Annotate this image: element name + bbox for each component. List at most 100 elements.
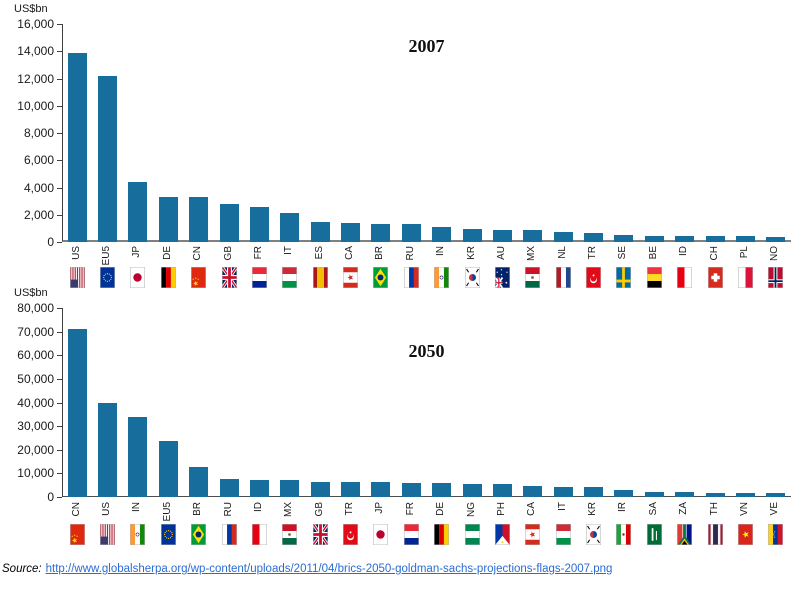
flag-ca-icon bbox=[525, 524, 541, 545]
x-tick-label-DE: DE bbox=[161, 246, 173, 260]
flag-no-icon bbox=[768, 267, 784, 288]
x-tick-label-IR: IR bbox=[617, 502, 629, 512]
y-tick-label: 20,000 bbox=[17, 442, 54, 457]
y-tick-mark bbox=[57, 402, 62, 404]
x-tick-label-ES: ES bbox=[313, 246, 325, 260]
x-tick-label-PL: PL bbox=[738, 246, 750, 259]
flag-pl-icon bbox=[737, 267, 753, 288]
flag-ch-icon bbox=[707, 267, 723, 288]
bar-RU bbox=[401, 224, 421, 242]
bar-FR bbox=[401, 483, 421, 497]
flag-tr-icon bbox=[343, 524, 359, 545]
y-tick-mark bbox=[57, 242, 62, 243]
y-tick-label: 12,000 bbox=[17, 71, 54, 86]
x-tick-label-DE: DE bbox=[435, 502, 447, 516]
y-tick-label: 60,000 bbox=[17, 348, 54, 363]
flag-it-icon bbox=[555, 524, 571, 545]
y-tick-label: 16,000 bbox=[17, 17, 54, 31]
x-tick-label-TR: TR bbox=[587, 246, 599, 260]
flag-fr-icon bbox=[403, 524, 419, 545]
bar-GB bbox=[219, 204, 239, 242]
bar-US bbox=[98, 403, 118, 497]
x-tick-label-JP: JP bbox=[374, 502, 386, 514]
x-tick-label-BR: BR bbox=[192, 502, 204, 516]
bar-MX bbox=[280, 480, 300, 497]
flag-be-icon bbox=[646, 267, 662, 288]
y-tick-mark bbox=[57, 497, 62, 498]
bar-IR bbox=[614, 490, 634, 497]
y-tick-label: 10,000 bbox=[17, 466, 54, 481]
bar-RU bbox=[219, 479, 239, 497]
bar-PL bbox=[735, 236, 755, 242]
x-tick-label-IT: IT bbox=[556, 502, 568, 511]
x-tick-label-NO: NO bbox=[769, 246, 781, 261]
flag-id-icon bbox=[677, 267, 693, 288]
bar-BR bbox=[371, 224, 391, 242]
flag-br-icon bbox=[191, 524, 207, 545]
flag-ve-icon bbox=[768, 524, 784, 545]
x-tick-label-BE: BE bbox=[647, 246, 659, 260]
y-axis-unit-label: US$bn bbox=[14, 287, 48, 299]
flag-eu-icon bbox=[160, 524, 176, 545]
x-tick-label-VE: VE bbox=[769, 502, 781, 516]
bar-IT bbox=[553, 487, 573, 497]
flag-cn-icon bbox=[69, 524, 85, 545]
y-tick-label: 40,000 bbox=[17, 395, 54, 410]
chart-title: 2007 bbox=[408, 36, 445, 56]
bar-VE bbox=[766, 493, 786, 497]
flag-in-icon bbox=[130, 524, 146, 545]
flag-ph-icon bbox=[494, 524, 510, 545]
flag-id-icon bbox=[251, 524, 267, 545]
x-tick-label-CN: CN bbox=[70, 502, 82, 517]
bar-IN bbox=[128, 417, 148, 497]
bar-CA bbox=[341, 223, 361, 242]
source-label: Source: bbox=[2, 563, 42, 575]
x-tick-label-KR: KR bbox=[465, 246, 477, 260]
bar-SA bbox=[644, 492, 664, 497]
flag-de-icon bbox=[160, 267, 176, 288]
y-tick-mark bbox=[57, 473, 62, 475]
flag-us-icon bbox=[69, 267, 85, 288]
bar-NO bbox=[766, 237, 786, 242]
bar-DE bbox=[158, 197, 178, 242]
bar-ID bbox=[675, 236, 695, 242]
bar-EU5 bbox=[98, 76, 118, 242]
source-link[interactable]: http://www.globalsherpa.org/wp-content/u… bbox=[45, 563, 613, 575]
x-tick-label-TH: TH bbox=[708, 502, 720, 516]
flag-th-icon bbox=[707, 524, 723, 545]
x-tick-label-GB: GB bbox=[222, 246, 234, 261]
flag-br-icon bbox=[373, 267, 389, 288]
flag-mx-icon bbox=[282, 524, 298, 545]
x-tick-label-IT: IT bbox=[283, 246, 295, 255]
bar-TH bbox=[705, 493, 725, 497]
x-tick-label-US: US bbox=[70, 246, 82, 260]
flag-jp-icon bbox=[130, 267, 146, 288]
x-tick-label-ID: ID bbox=[252, 502, 264, 512]
y-tick-mark bbox=[57, 331, 62, 333]
bar-AU bbox=[492, 230, 512, 242]
bar-VN bbox=[735, 493, 755, 497]
x-tick-label-NG: NG bbox=[465, 502, 477, 517]
y-tick-mark bbox=[57, 355, 62, 357]
y-tick-mark bbox=[57, 308, 62, 309]
x-tick-label-ID: ID bbox=[678, 246, 690, 256]
y-tick-mark bbox=[57, 187, 62, 189]
x-tick-label-AU: AU bbox=[495, 246, 507, 260]
flag-au-icon bbox=[494, 267, 510, 288]
bar-JP bbox=[128, 182, 148, 242]
bar-ID bbox=[249, 480, 269, 497]
bar-FR bbox=[249, 207, 269, 242]
bar-BE bbox=[644, 236, 664, 242]
y-tick-mark bbox=[57, 160, 62, 162]
flag-kr-icon bbox=[586, 524, 602, 545]
x-tick-label-MX: MX bbox=[283, 502, 295, 517]
flag-kr-icon bbox=[464, 267, 480, 288]
flag-ca-icon bbox=[343, 267, 359, 288]
flag-gb-icon bbox=[221, 267, 237, 288]
x-tick-label-US: US bbox=[101, 502, 113, 516]
bar-DE bbox=[432, 483, 452, 497]
y-tick-mark bbox=[57, 378, 62, 380]
flag-de-icon bbox=[434, 524, 450, 545]
